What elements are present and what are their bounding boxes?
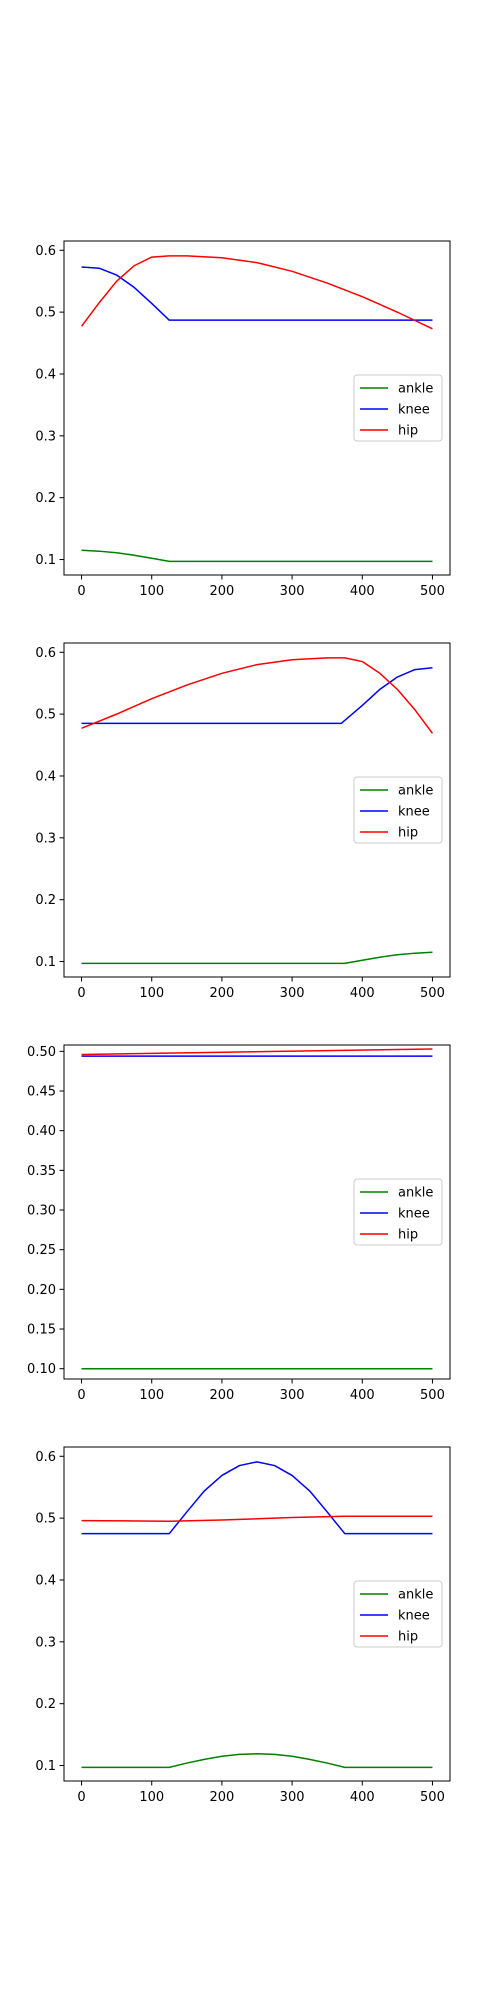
x-tick-label: 200 xyxy=(209,1388,234,1403)
x-tick-label: 0 xyxy=(77,1388,85,1403)
hip-line xyxy=(81,1048,433,1056)
y-tick-label: 0.20 xyxy=(27,1283,56,1298)
legend-label-knee: knee xyxy=(398,403,430,418)
x-tick-label: 100 xyxy=(139,1790,164,1805)
axes-frame xyxy=(63,240,451,576)
hip-line xyxy=(81,1515,433,1522)
legend-box xyxy=(353,1178,443,1246)
hip-line xyxy=(80,255,433,330)
x-tick-label: 0 xyxy=(77,986,85,1001)
legend: ankle knee hip xyxy=(353,374,443,442)
y-tick-label: 0.4 xyxy=(35,367,56,382)
knee-line xyxy=(81,666,433,725)
x-tick-label: 200 xyxy=(209,1790,234,1805)
ankle-line xyxy=(81,549,433,563)
y-tick-label: 0.10 xyxy=(27,1362,56,1377)
x-tick-label: 300 xyxy=(280,1388,305,1403)
y-tick-label: 0.5 xyxy=(35,306,56,321)
legend-label-hip: hip xyxy=(398,1228,418,1243)
legend: ankle knee hip xyxy=(353,776,443,844)
axes-frame xyxy=(63,642,451,978)
x-tick-label: 200 xyxy=(209,986,234,1001)
legend-label-ankle: ankle xyxy=(398,784,433,799)
x-tick-label: 100 xyxy=(139,584,164,599)
legend-label-knee: knee xyxy=(398,805,430,820)
x-tick-label: 300 xyxy=(280,1790,305,1805)
legend-box xyxy=(353,374,443,442)
ankle-line xyxy=(81,951,433,965)
legend-label-ankle: ankle xyxy=(398,382,433,397)
y-tick-label: 0.45 xyxy=(27,1085,56,1100)
y-tick-label: 0.25 xyxy=(27,1243,56,1258)
knee-line xyxy=(81,1461,433,1535)
axes-frame xyxy=(63,1044,451,1380)
y-tick-label: 0.30 xyxy=(27,1204,56,1219)
y-tick-label: 0.3 xyxy=(35,831,56,846)
legend: ankle knee hip xyxy=(353,1178,443,1246)
ankle-line xyxy=(81,1753,433,1769)
x-tick-label: 300 xyxy=(280,584,305,599)
legend: ankle knee hip xyxy=(353,1580,443,1648)
x-tick-label: 500 xyxy=(420,584,445,599)
legend-label-hip: hip xyxy=(398,424,418,439)
legend-label-knee: knee xyxy=(398,1609,430,1624)
x-tick-label: 200 xyxy=(209,584,234,599)
legend-label-ankle: ankle xyxy=(398,1186,433,1201)
x-tick-label: 300 xyxy=(280,986,305,1001)
legend-label-hip: hip xyxy=(398,1630,418,1645)
chart-panel-4: 0 100 200 300 400 500 0.1 0.2 0.3 0.4 0.5 0.6 ankle k… xyxy=(35,1446,451,1805)
legend-label-hip: hip xyxy=(398,826,418,841)
y-tick-label: 0.3 xyxy=(35,429,56,444)
y-tick-label: 0.1 xyxy=(35,1759,56,1774)
knee-line xyxy=(81,266,433,321)
chart-panel-3: 0 100 200 300 400 500 0.10 0.15 0.20 0.25 0.30 0.35… xyxy=(27,1044,451,1403)
chart-panel-1: 0 100 200 300 400 500 0.1 0.2 0.3 0.4 0.5 0.6 ankle k… xyxy=(35,240,451,599)
y-tick-label: 0.2 xyxy=(35,1697,56,1712)
y-tick-label: 0.50 xyxy=(27,1045,56,1060)
y-tick-label: 0.15 xyxy=(27,1323,56,1338)
y-tick-label: 0.40 xyxy=(27,1124,56,1139)
y-tick-label: 0.5 xyxy=(35,708,56,723)
y-tick-label: 0.4 xyxy=(35,769,56,784)
y-tick-label: 0.6 xyxy=(35,646,56,661)
axes-frame xyxy=(63,1446,451,1782)
y-tick-label: 0.3 xyxy=(35,1635,56,1650)
x-tick-label: 400 xyxy=(350,584,375,599)
x-tick-label: 0 xyxy=(77,1790,85,1805)
y-tick-label: 0.35 xyxy=(27,1164,56,1179)
y-tick-label: 0.2 xyxy=(35,893,56,908)
legend-label-ankle: ankle xyxy=(398,1588,433,1603)
x-tick-label: 100 xyxy=(139,1388,164,1403)
x-tick-label: 500 xyxy=(420,1388,445,1403)
x-tick-label: 0 xyxy=(77,584,85,599)
y-tick-label: 0.4 xyxy=(35,1573,56,1588)
x-tick-label: 500 xyxy=(420,1790,445,1805)
y-tick-label: 0.5 xyxy=(35,1512,56,1527)
hip-line xyxy=(81,657,434,734)
x-tick-label: 400 xyxy=(350,986,375,1001)
x-tick-label: 400 xyxy=(350,1790,375,1805)
x-tick-label: 500 xyxy=(420,986,445,1001)
legend-box xyxy=(353,1580,443,1648)
x-tick-label: 100 xyxy=(139,986,164,1001)
legend-label-knee: knee xyxy=(398,1207,430,1222)
chart-panel-2: 0 100 200 300 400 500 0.1 0.2 0.3 0.4 0.5 0.6 ankle k… xyxy=(35,642,451,1001)
legend-box xyxy=(353,776,443,844)
y-tick-label: 0.6 xyxy=(35,1450,56,1465)
y-tick-label: 0.6 xyxy=(35,244,56,259)
y-tick-label: 0.1 xyxy=(35,955,56,970)
x-tick-label: 400 xyxy=(350,1388,375,1403)
y-tick-label: 0.2 xyxy=(35,491,56,506)
y-tick-label: 0.1 xyxy=(35,553,56,568)
